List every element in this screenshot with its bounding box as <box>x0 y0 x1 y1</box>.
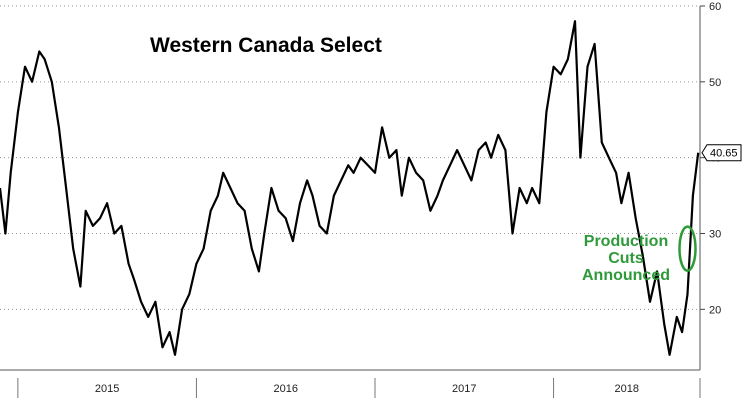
annotation-text: Production <box>584 233 668 250</box>
chart-title: Western Canada Select <box>150 34 382 57</box>
x-tick-label: 2018 <box>615 383 639 395</box>
y-tick-label: 50 <box>709 77 721 89</box>
x-axis: 2015 2016 2017 2018 <box>0 369 701 398</box>
annotation-ellipse <box>678 225 697 272</box>
annotation-text: Announced <box>582 267 670 284</box>
y-tick-label: 20 <box>709 304 721 316</box>
x-tick-label: 2017 <box>452 383 476 395</box>
grid-lines <box>0 5 700 310</box>
x-tick-label: 2016 <box>273 383 297 395</box>
series-layer <box>0 20 700 356</box>
y-tick-label: 60 <box>709 1 721 13</box>
annotation-text: Cuts <box>608 250 644 267</box>
x-tick-label: 2015 <box>95 383 119 395</box>
last-value-marker: 40.65 <box>701 144 742 162</box>
y-tick-label: 30 <box>709 229 721 241</box>
last-value-label: 40.65 <box>710 148 738 160</box>
series-line <box>0 20 700 356</box>
last-value-box <box>701 144 742 162</box>
